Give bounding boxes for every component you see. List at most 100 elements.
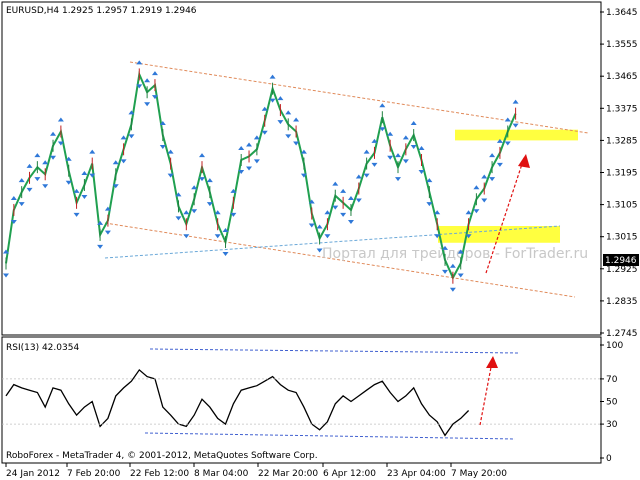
time-tick-label: 23 Apr 04:00	[387, 469, 446, 479]
fractal-down-marker	[183, 234, 190, 239]
price-axis: 1.3645 1.3555 1.3465 1.3375 1.3285 1.3195 1.31…	[600, 8, 638, 339]
fractal-down-marker	[57, 141, 64, 146]
fractal-down-marker	[402, 159, 409, 164]
rsi-tick-label: 0	[606, 454, 612, 464]
fractal-down-marker	[81, 194, 88, 199]
fractal-up-marker	[191, 185, 198, 190]
fractal-up-marker	[489, 153, 496, 158]
fractal-up-marker	[199, 153, 205, 158]
fractal-down-marker	[136, 84, 143, 89]
fractal-up-marker	[387, 131, 394, 136]
fractal-down-marker	[395, 177, 401, 182]
fractal-down-marker	[97, 244, 104, 249]
fractal-down-marker	[42, 184, 49, 189]
fractal-down-marker	[253, 159, 260, 164]
fractal-up-marker	[206, 178, 213, 183]
fractal-up-marker	[104, 206, 111, 211]
fractal-up-marker	[261, 106, 268, 111]
price-tick-label: 1.3105	[606, 201, 638, 211]
price-series	[3, 60, 519, 292]
fractal-down-marker	[151, 95, 158, 100]
fractal-up-marker	[183, 210, 190, 215]
price-chart-title: EURUSD,H4 1.2925 1.2957 1.2919 1.2946	[6, 6, 197, 16]
fractal-down-marker	[277, 120, 284, 125]
forecast-arrow-rsi	[479, 361, 493, 426]
fractal-up-marker	[324, 210, 331, 215]
fractal-up-marker	[481, 174, 488, 179]
fractal-down-marker	[175, 216, 182, 221]
fractal-down-marker	[222, 252, 229, 257]
rsi-tick-label: 70	[606, 375, 618, 385]
fractal-up-marker	[34, 153, 41, 158]
fractal-up-marker	[395, 153, 401, 158]
fractal-down-marker	[191, 209, 198, 214]
fractal-down-marker	[418, 170, 425, 175]
fractal-up-marker	[300, 149, 307, 154]
fractal-down-marker	[316, 248, 323, 253]
fractal-up-marker	[26, 163, 33, 168]
time-tick-label: 7 May 20:00	[451, 469, 507, 479]
fractal-up-marker	[246, 142, 253, 147]
fractal-down-marker	[308, 223, 315, 228]
rsi-axis: 100 70 50 30 0	[600, 341, 623, 464]
fractal-up-marker	[418, 146, 425, 151]
price-tick-label: 1.3645	[606, 8, 638, 18]
fractal-down-marker	[347, 219, 354, 224]
price-tick-label: 1.3195	[606, 169, 638, 179]
fractal-up-marker	[449, 263, 456, 268]
current-price-label: 1.2946	[605, 256, 637, 266]
rsi-series	[2, 368, 600, 437]
forecast-arrowhead-price	[518, 154, 530, 168]
fractal-up-marker	[159, 121, 166, 126]
price-tick-label: 1.3465	[606, 72, 638, 82]
fractal-up-marker	[97, 220, 104, 225]
price-tick-label: 1.3555	[606, 40, 638, 50]
fractal-up-marker	[18, 178, 25, 183]
fractal-up-marker	[363, 149, 370, 154]
fractal-down-marker	[300, 173, 307, 178]
time-tick-label: 22 Mar 20:00	[258, 469, 318, 479]
fractal-up-marker	[253, 135, 260, 140]
fractal-down-marker	[293, 141, 300, 146]
highlight-zone	[455, 129, 578, 141]
fractal-up-marker	[238, 146, 245, 151]
price-tick-label: 1.3375	[606, 104, 638, 114]
fractal-down-marker	[363, 173, 370, 178]
fractal-down-marker	[371, 162, 378, 167]
fractal-up-marker	[230, 188, 237, 193]
fractal-down-marker	[104, 230, 111, 235]
fractal-up-marker	[175, 192, 182, 197]
fractal-down-marker	[73, 212, 80, 217]
price-tick-label: 1.2925	[606, 265, 638, 275]
fractal-up-marker	[136, 60, 143, 65]
fractal-down-marker	[50, 155, 57, 160]
fractal-down-marker	[120, 159, 127, 164]
fractal-down-marker	[332, 205, 339, 210]
fractal-down-marker	[34, 177, 41, 182]
fractal-down-marker	[128, 134, 135, 139]
time-tick-label: 24 Jan 2012	[6, 469, 60, 479]
fractal-down-marker	[3, 273, 9, 278]
price-tick-label: 1.2745	[606, 329, 638, 339]
fractal-down-marker	[449, 287, 456, 292]
channel-lines	[104, 61, 589, 440]
time-tick-label: 7 Feb 20:00	[67, 469, 121, 479]
fractal-up-marker	[371, 138, 378, 143]
fractal-up-marker	[89, 149, 96, 154]
price-tick-label: 1.3285	[606, 136, 638, 146]
fractal-up-marker	[402, 135, 409, 140]
fractal-up-marker	[293, 117, 300, 122]
fractal-down-marker	[457, 273, 464, 278]
fractal-up-marker	[144, 78, 151, 83]
fractal-down-marker	[489, 177, 496, 182]
rsi-line	[5, 368, 470, 437]
fractal-down-marker	[434, 234, 441, 239]
fractal-down-marker	[167, 173, 174, 178]
fractal-up-marker	[120, 135, 127, 140]
fractal-up-marker	[128, 110, 135, 115]
rsi-tick-label: 50	[606, 398, 618, 408]
rsi-lower-line	[144, 432, 516, 440]
fractal-up-marker	[316, 224, 323, 229]
fractal-up-marker	[379, 103, 386, 108]
fractal-up-marker	[355, 174, 362, 179]
